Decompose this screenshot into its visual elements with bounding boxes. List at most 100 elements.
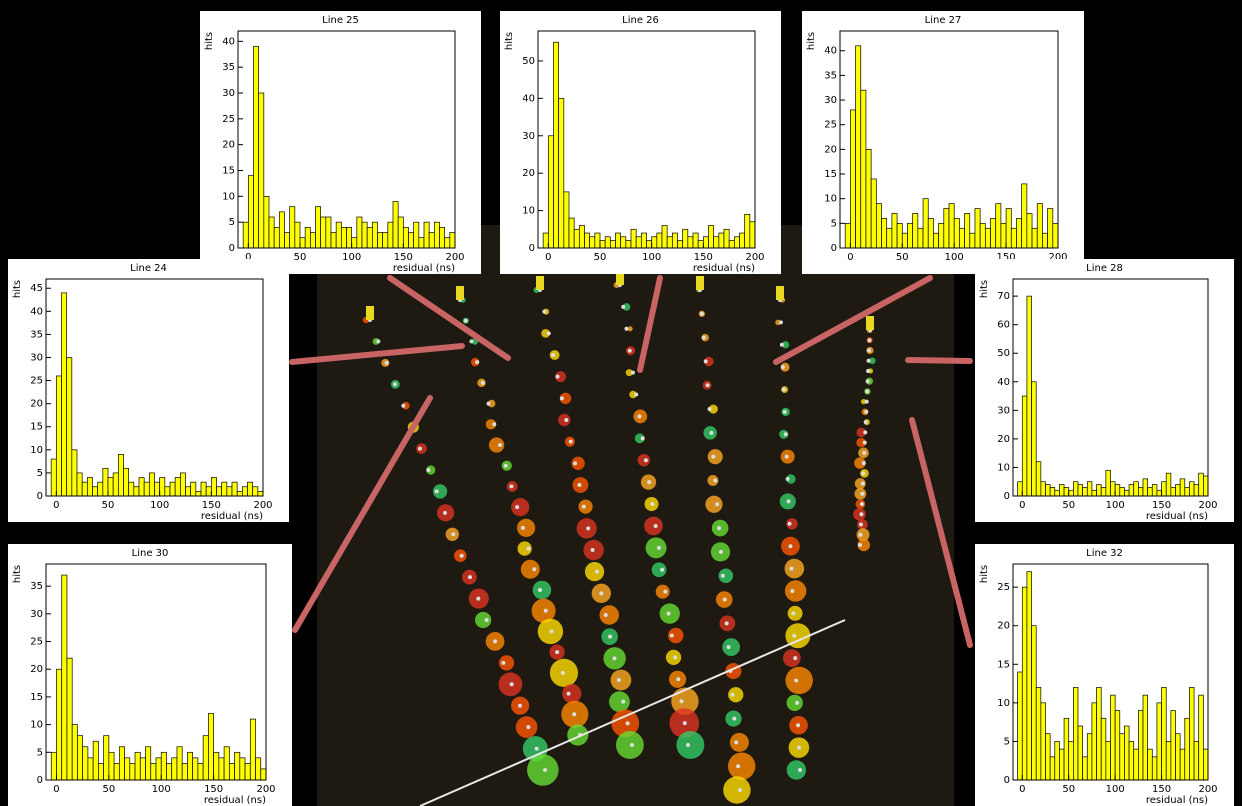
x-tick-label: 0 [545,252,551,263]
histogram-bar [429,233,434,249]
histogram-bar [688,237,693,248]
histogram-bar [193,758,198,780]
y-tick-label: 20 [997,621,1010,632]
histogram-bar [1069,741,1074,780]
histogram-bar [182,763,187,780]
histogram-bar [279,212,284,248]
module-core [485,618,489,622]
histogram-bar [160,478,165,496]
x-axis-label: residual (ns) [204,795,266,806]
histogram-bar [1073,687,1078,780]
histogram-bar [124,468,129,496]
optical-module [489,437,504,452]
module-core [680,699,684,703]
histogram-bar [693,233,698,248]
module-core [569,440,573,444]
histogram-bar [155,482,160,496]
histogram-panel: Line 32hitsresidual (ns)0510152025050100… [975,544,1234,806]
histogram-bar [119,747,124,780]
optical-module [585,562,604,581]
histogram-bar [959,228,964,248]
module-core [493,639,497,643]
histogram-bar [109,752,114,780]
optical-module [723,776,750,803]
module-core [864,420,868,424]
y-tick-label: 5 [37,468,43,479]
module-core [595,570,599,574]
histogram-bar [172,758,177,780]
x-tick-label: 0 [53,500,59,511]
module-core [868,338,872,342]
histogram-bar [290,207,295,248]
histogram-bar [595,233,600,248]
module-core [788,544,792,548]
histogram-bar [672,233,677,248]
optical-module [728,752,755,779]
y-tick-label: 30 [30,609,43,620]
module-core [418,447,422,451]
y-tick-label: 20 [997,434,1010,445]
module-core [676,677,680,681]
y-tick-label: 15 [30,422,43,433]
module-core [518,704,522,708]
histogram-bar [1166,473,1171,496]
x-tick-label: 150 [394,252,413,263]
module-core [526,725,530,729]
string-buoy [456,286,464,300]
module-core [564,418,568,422]
module-core [435,489,439,493]
module-core [492,422,496,426]
histogram-bar [1106,470,1111,496]
histogram-bar [146,747,151,780]
module-core [556,375,560,379]
module-core [464,319,468,323]
optical-module [783,649,801,667]
string-buoy [366,306,374,320]
histogram-bar [108,478,113,496]
histogram-bar [1106,741,1111,780]
y-tick-label: 20 [824,144,837,155]
module-core [713,478,717,482]
y-tick-label: 0 [1004,775,1010,786]
histogram-bar [1157,490,1162,496]
histogram-bar [1092,490,1097,496]
module-core [790,589,794,593]
histogram-bar [845,223,850,248]
optical-module [656,585,670,599]
module-core [501,661,505,665]
histogram-bar [347,227,352,248]
page: {"chart_data": [ {"type": "histogram", "… [0,0,1242,806]
y-tick-label: 20 [30,399,43,410]
x-axis-label: residual (ns) [1146,795,1208,806]
optical-module [638,454,651,467]
histogram-bar [224,747,229,780]
histogram-bar [285,233,290,249]
histogram-bar [907,223,912,248]
histogram-bar [1022,396,1027,496]
histogram-bar [1037,204,1042,248]
histogram-bar [331,233,336,249]
histogram-bar [83,747,88,780]
histogram-bar [1111,695,1116,780]
histogram-bar [214,752,219,780]
histogram-bar [1166,741,1171,780]
x-tick-label: 100 [642,252,661,263]
optical-module [600,605,619,624]
histogram-bar [170,482,175,496]
histogram-panel: Line 27hitsresidual (ns)0510152025303540… [802,11,1084,274]
module-core [864,410,868,414]
module-core [780,343,784,347]
optical-module [646,537,667,558]
histogram-bar [88,758,93,780]
histogram-bar [326,217,331,248]
module-core [621,700,625,704]
module-core [709,431,713,435]
histogram-bar [543,233,548,248]
module-core [475,360,479,364]
module-core [657,546,661,550]
histogram-bar [219,758,224,780]
histogram-bar [892,213,897,248]
x-axis-label: residual (ns) [1146,511,1208,522]
y-tick-label: 25 [997,582,1010,593]
module-core [451,532,455,536]
